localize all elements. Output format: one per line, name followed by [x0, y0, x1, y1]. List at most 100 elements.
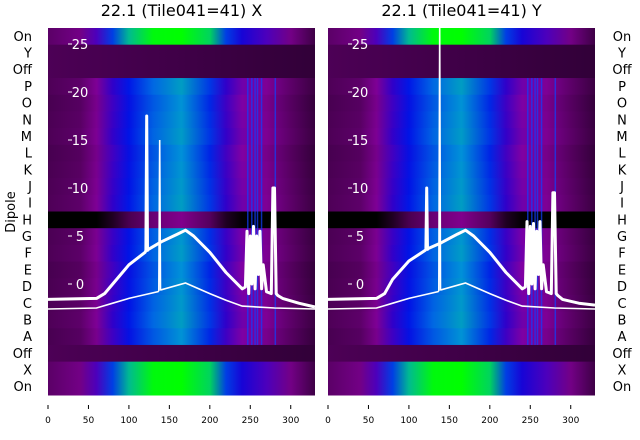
- row-label: K: [23, 163, 32, 178]
- row-label: G: [617, 230, 627, 245]
- heatmap-row: [48, 361, 315, 379]
- overlay-tick-label: 5: [76, 230, 84, 245]
- x-tick-label: 300: [562, 416, 579, 426]
- x-tick-label: 50: [363, 416, 375, 426]
- stripe: [534, 78, 536, 345]
- row-label: N: [22, 113, 32, 128]
- overlay-tick-label: 0: [356, 278, 364, 293]
- row-label: C: [617, 297, 626, 312]
- row-label: Off: [13, 347, 33, 362]
- series-thin-line: [47, 139, 316, 310]
- x-tick-label: 200: [201, 416, 218, 426]
- row-label: H: [22, 213, 32, 228]
- row-label: D: [617, 280, 627, 295]
- stripe: [536, 78, 539, 345]
- panel-x: 22.1 (Tile041=41) XOnYOffPONMLKJIHGFEDCB…: [13, 1, 316, 426]
- row-label: O: [617, 97, 627, 112]
- row-label: L: [25, 147, 33, 162]
- x-tick-label: 150: [441, 416, 458, 426]
- row-label: On: [14, 30, 32, 45]
- row-label: G: [22, 230, 32, 245]
- heatmap-row: [328, 61, 595, 79]
- row-label: Off: [612, 63, 632, 78]
- panel-title: 22.1 (Tile041=41) X: [101, 1, 263, 20]
- x-tick-label: 250: [522, 416, 539, 426]
- row-label: E: [618, 263, 626, 278]
- heatmap-row: [48, 344, 315, 363]
- stripe: [540, 78, 543, 345]
- overlay-tick-label: 25: [352, 38, 369, 53]
- x-tick-label: 150: [161, 416, 178, 426]
- row-label: L: [618, 147, 626, 162]
- row-label: O: [22, 97, 32, 112]
- row-label: C: [23, 297, 32, 312]
- series-thick-line: [47, 114, 316, 309]
- row-label: M: [616, 130, 627, 145]
- overlay-tick-label: 25: [72, 38, 89, 53]
- x-tick-label: 0: [325, 416, 331, 426]
- stripe: [247, 78, 249, 345]
- heatmap-row: [48, 61, 315, 79]
- stripe: [531, 78, 533, 345]
- row-label: On: [14, 380, 32, 395]
- row-label: Y: [23, 47, 32, 62]
- stripe: [256, 78, 259, 345]
- series-thin-line: [327, 27, 596, 310]
- series-thick-line: [327, 186, 596, 307]
- x-tick-label: 100: [120, 416, 137, 426]
- heatmap-row: [328, 378, 595, 396]
- row-label: H: [617, 213, 627, 228]
- x-tick-label: 200: [481, 416, 498, 426]
- row-label: X: [618, 363, 627, 378]
- heatmap-row: [328, 344, 595, 363]
- heatmap-row: [328, 28, 595, 46]
- heatmap-row: [328, 44, 595, 62]
- row-label: E: [24, 263, 32, 278]
- row-label: On: [613, 30, 631, 45]
- stripe: [527, 78, 529, 345]
- overlay-tick-label: 10: [72, 182, 89, 197]
- heatmap-row: [328, 361, 595, 379]
- row-label: X: [23, 363, 32, 378]
- y-axis-label: Dipole: [4, 191, 19, 232]
- row-label: J: [619, 180, 624, 195]
- heatmap-row: [48, 378, 315, 396]
- overlay-tick-label: 10: [352, 182, 369, 197]
- row-label: B: [23, 313, 32, 328]
- x-tick-label: 50: [83, 416, 95, 426]
- stripe: [254, 78, 256, 345]
- row-label: A: [23, 330, 32, 345]
- heatmap-row: [48, 28, 315, 46]
- row-label: On: [613, 380, 631, 395]
- overlay-tick-label: 15: [352, 134, 369, 149]
- row-label: P: [618, 80, 626, 95]
- row-label: P: [24, 80, 32, 95]
- overlay-tick-label: 15: [72, 134, 89, 149]
- x-tick-label: 250: [242, 416, 259, 426]
- stripe: [251, 78, 253, 345]
- x-tick-label: 0: [45, 416, 51, 426]
- row-label: F: [618, 247, 625, 262]
- x-tick-label: 100: [400, 416, 417, 426]
- row-label: K: [618, 163, 627, 178]
- row-label: A: [618, 330, 627, 345]
- row-label: J: [27, 180, 32, 195]
- heatmap-row: [48, 44, 315, 62]
- row-label: B: [618, 313, 627, 328]
- row-label: Off: [13, 63, 33, 78]
- row-label: D: [22, 280, 32, 295]
- row-label: I: [28, 197, 32, 212]
- x-tick-label: 300: [282, 416, 299, 426]
- row-label: Off: [612, 347, 632, 362]
- overlay-tick-label: 5: [356, 230, 364, 245]
- panel-y: 22.1 (Tile041=41) YOnYOffPONMLKJIHGFEDCB…: [325, 1, 632, 426]
- row-label: I: [620, 197, 624, 212]
- row-label: Y: [617, 47, 626, 62]
- overlay-tick-label: 0: [76, 278, 84, 293]
- overlay-tick-label: 20: [352, 86, 369, 101]
- stripe: [260, 78, 263, 345]
- row-label: N: [617, 113, 627, 128]
- row-label: F: [25, 247, 32, 262]
